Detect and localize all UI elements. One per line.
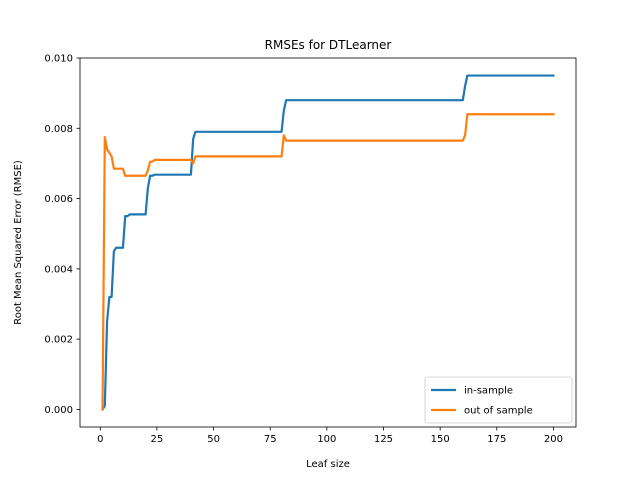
series-line-out-of-sample (101, 113, 555, 411)
series-layer (101, 74, 555, 411)
legend-label: out of sample (464, 406, 533, 417)
y-tick-label: 0.004 (44, 264, 73, 275)
x-axis-ticks: 0 25 50 75 100 125 150 175 200 (97, 427, 563, 445)
x-tick-label: 25 (151, 434, 164, 445)
legend: in-sample out of sample (424, 376, 573, 424)
x-tick-label: 0 (97, 434, 103, 445)
x-tick-label: 75 (264, 434, 277, 445)
x-tick-label: 100 (317, 434, 336, 445)
legend-label: in-sample (464, 386, 513, 397)
x-tick-label: 200 (544, 434, 563, 445)
x-tick-label: 50 (207, 434, 220, 445)
legend-box (424, 376, 573, 424)
x-tick-label: 125 (374, 434, 393, 445)
series-line-in-sample (101, 74, 555, 411)
y-axis-label: Root Mean Squared Error (RMSE) (13, 160, 24, 325)
axes-background (80, 58, 576, 427)
x-axis-label: Leaf size (306, 459, 350, 470)
y-tick-label: 0.002 (44, 335, 73, 346)
y-tick-label: 0.008 (44, 124, 73, 135)
y-tick-label: 0.006 (44, 194, 73, 205)
y-tick-label: 0.010 (44, 54, 73, 65)
plot-area (79, 57, 577, 428)
axes-frame (79, 57, 577, 428)
x-tick-label: 175 (487, 434, 506, 445)
y-tick-label: 0.000 (44, 405, 73, 416)
chart-title: RMSEs for DTLearner (265, 38, 392, 52)
x-tick-label: 150 (431, 434, 450, 445)
y-axis-ticks: 0.000 0.002 0.004 0.006 0.008 0.010 (44, 54, 80, 416)
